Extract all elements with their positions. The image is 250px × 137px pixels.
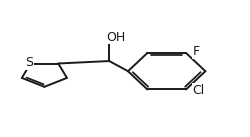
Text: Cl: Cl — [192, 84, 204, 97]
Text: F: F — [192, 45, 199, 58]
Text: OH: OH — [106, 31, 125, 44]
Text: S: S — [25, 56, 33, 69]
